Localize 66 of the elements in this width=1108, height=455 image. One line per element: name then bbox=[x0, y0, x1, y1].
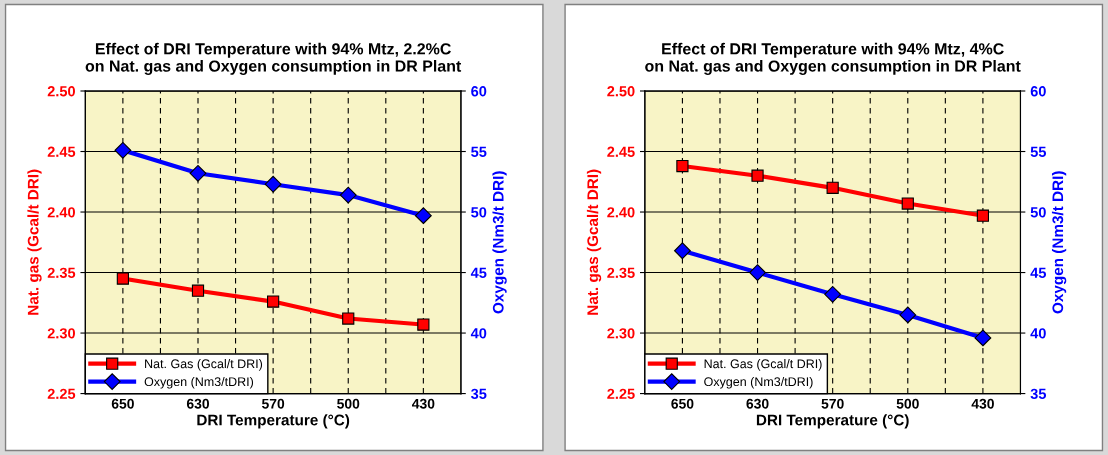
chart-title: Effect of DRI Temperature with 94% Mtz, 4%C on Nat. gas and Oxygen consumption in DR Plant bbox=[645, 42, 1021, 75]
point bbox=[749, 264, 766, 281]
point bbox=[264, 175, 282, 193]
x-tick-label: 650 bbox=[671, 398, 694, 409]
y2-tick-label: 60 bbox=[471, 86, 487, 97]
point bbox=[189, 164, 207, 182]
legend-label: Nat. Gas (Gcal/t DRI) bbox=[145, 359, 263, 371]
y2-tick-label: 45 bbox=[470, 267, 487, 278]
point bbox=[267, 295, 280, 308]
x-tick-label: 430 bbox=[971, 398, 994, 409]
x-tick-label: 500 bbox=[896, 398, 919, 409]
chart-title: Effect of DRI Temperature with 94% Mtz, 2.2%C on Nat. gas and Oxygen consumption in DR Plant bbox=[85, 42, 462, 75]
legend-label: Oxygen (Nm3/tDRI) bbox=[144, 376, 254, 389]
legend-label: Nat. Gas (Gcal/t DRI) bbox=[704, 359, 822, 371]
legend-label: Oxygen (Nm3/tDRI) bbox=[704, 376, 813, 389]
y2-tick-label: 35 bbox=[1030, 388, 1046, 400]
y2-tick-label: 60 bbox=[1030, 86, 1046, 97]
x-tick-label: 500 bbox=[337, 398, 360, 409]
x-tick-label: 650 bbox=[111, 398, 134, 409]
x-axis-title: DRI Temperature (°C) bbox=[756, 414, 909, 429]
x-tick-label: 430 bbox=[411, 398, 435, 409]
point bbox=[417, 318, 430, 331]
y-tick-label: 2.25 bbox=[607, 388, 635, 399]
point bbox=[414, 207, 432, 225]
point bbox=[191, 284, 205, 297]
y2-tick-label: 50 bbox=[471, 207, 487, 218]
point bbox=[674, 242, 691, 260]
y-tick-label: 2.35 bbox=[47, 267, 76, 278]
y2-tick-label: 50 bbox=[1030, 207, 1046, 218]
y-tick-label: 2.35 bbox=[607, 267, 635, 278]
y2-tick-label: 40 bbox=[1030, 328, 1046, 339]
y-tick-label: 2.45 bbox=[47, 146, 76, 157]
y-tick-label: 2.30 bbox=[47, 328, 75, 339]
y-tick-label: 2.30 bbox=[607, 328, 635, 339]
point bbox=[826, 181, 839, 194]
x-axis-title: DRI Temperature (°C) bbox=[197, 414, 350, 429]
point bbox=[114, 141, 132, 159]
point bbox=[342, 312, 355, 325]
y2-tick-label: 55 bbox=[471, 146, 487, 157]
point bbox=[899, 306, 917, 324]
point bbox=[751, 169, 764, 182]
point bbox=[676, 159, 689, 173]
point bbox=[974, 329, 992, 347]
y-tick-label: 2.50 bbox=[47, 86, 75, 97]
y2-tick-label: 40 bbox=[470, 328, 487, 339]
point bbox=[116, 272, 129, 285]
y-tick-label: 2.40 bbox=[607, 207, 635, 218]
y2-axis-title: Oxygen (Nm3/t DRI) bbox=[492, 171, 507, 314]
x-tick-label: 570 bbox=[821, 398, 844, 409]
point bbox=[901, 197, 914, 210]
point bbox=[339, 186, 357, 204]
y-axis-title: Nat. gas (Gcal/t DRI) bbox=[27, 169, 42, 315]
x-tick-label: 570 bbox=[261, 398, 285, 409]
point bbox=[824, 285, 842, 303]
y-tick-label: 2.50 bbox=[607, 86, 635, 97]
point bbox=[976, 209, 990, 222]
x-tick-label: 630 bbox=[186, 398, 210, 409]
y2-tick-label: 35 bbox=[470, 388, 487, 400]
y-tick-label: 2.45 bbox=[607, 146, 635, 157]
y-tick-label: 2.40 bbox=[47, 207, 75, 218]
y2-tick-label: 45 bbox=[1030, 267, 1046, 278]
y2-axis-title: Oxygen (Nm3/t DRI) bbox=[1051, 171, 1067, 314]
y-tick-label: 2.25 bbox=[47, 388, 76, 399]
x-tick-label: 630 bbox=[746, 398, 769, 409]
y2-tick-label: 55 bbox=[1030, 146, 1046, 157]
y-axis-title: Nat. gas (Gcal/t DRI) bbox=[586, 169, 602, 315]
